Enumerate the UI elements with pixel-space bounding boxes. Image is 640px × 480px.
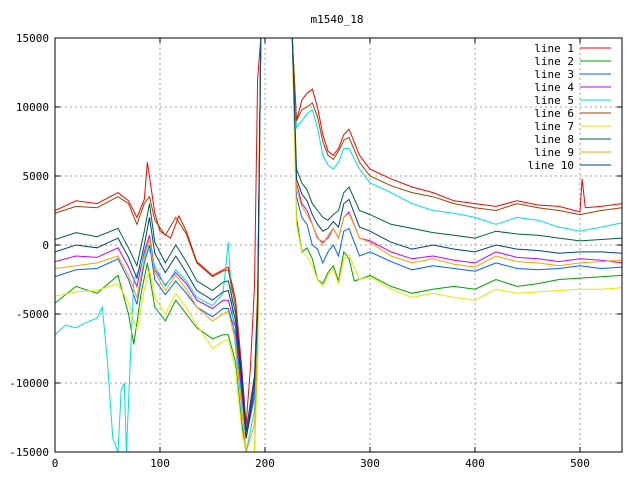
y-tick-label: 10000: [16, 101, 49, 114]
legend-label: line 4: [534, 81, 574, 94]
y-tick-label: 0: [42, 239, 49, 252]
series-line-10: [55, 38, 622, 439]
legend-label: line 5: [534, 94, 574, 107]
legend-label: line 6: [534, 107, 574, 120]
y-tick-label: -5000: [16, 308, 49, 321]
x-tick-label: 500: [570, 457, 590, 470]
legend-label: line 2: [534, 55, 574, 68]
x-tick-label: 400: [465, 457, 485, 470]
series-line-3: [55, 38, 622, 439]
legend-label: line 3: [534, 68, 574, 81]
y-tick-label: -10000: [9, 377, 49, 390]
y-tick-label: 15000: [16, 32, 49, 45]
legend-label: line 8: [534, 133, 574, 146]
grid: [55, 38, 622, 452]
series-group: [55, 38, 622, 452]
series-line-6: [55, 38, 622, 432]
legend-label: line 1: [534, 42, 574, 55]
series-line-8: [55, 38, 622, 432]
legend-label: line 7: [534, 120, 574, 133]
x-tick-label: 100: [150, 457, 170, 470]
chart-title: m1540_18: [311, 13, 364, 26]
legend-label: line 9: [534, 146, 574, 159]
series-line-9: [55, 38, 622, 452]
x-tick-label: 200: [255, 457, 275, 470]
series-line-7: [55, 38, 622, 452]
x-tick-label: 0: [52, 457, 59, 470]
series-line-1: [55, 38, 622, 425]
legend-label: line 10: [528, 159, 574, 172]
x-tick-label: 300: [360, 457, 380, 470]
y-tick-label: -15000: [9, 446, 49, 459]
plot-frame: [54, 37, 623, 453]
axes: -15000 -10000 -5000 0 5000 10000 15000 0 100 200 3…: [9, 32, 622, 470]
y-tick-label: 5000: [23, 170, 50, 183]
